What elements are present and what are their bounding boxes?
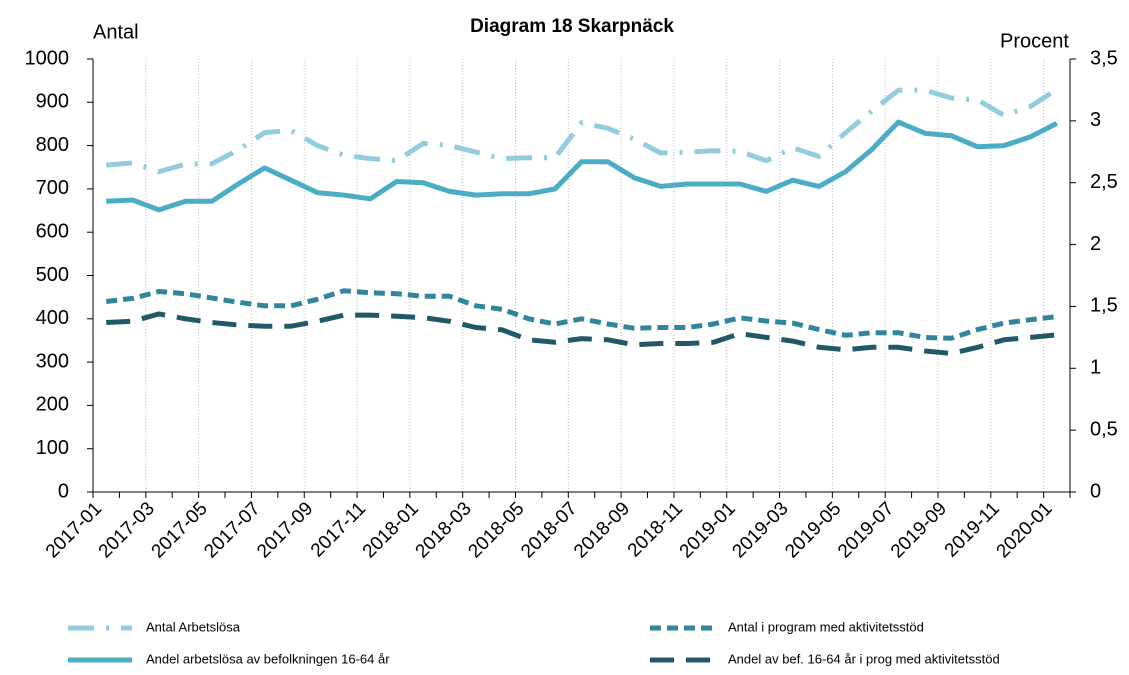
x-tick-label: 2018-11 <box>624 498 687 561</box>
x-tick-label: 2017-03 <box>95 498 159 562</box>
series-line <box>105 87 1059 175</box>
x-tick-label: 2017-09 <box>253 498 317 562</box>
x-tick-label: 2019-03 <box>728 498 792 562</box>
y-tick-label: 400 <box>36 307 69 329</box>
x-tick-label: 2017-07 <box>200 498 264 562</box>
y-axis-label: Antal <box>93 21 139 43</box>
legend-label: Andel av bef. 16-64 år i prog med aktivi… <box>728 651 1000 666</box>
legend-label: Antal i program med aktivitetsstöd <box>728 619 924 634</box>
legend-label: Antal Arbetslösa <box>146 619 241 634</box>
x-tick-label: 2019-09 <box>887 498 951 562</box>
series-line <box>106 119 1058 213</box>
y-tick-label: 500 <box>36 264 69 286</box>
y-tick-label: 100 <box>36 437 69 459</box>
x-tick-label: 2019-01 <box>676 498 740 562</box>
x-tick-label: 2018-07 <box>517 498 581 562</box>
x-tick-label: 2017-05 <box>148 498 212 562</box>
y-tick-label: 200 <box>36 394 69 416</box>
series-line <box>106 311 1058 356</box>
y-tick-label: 1000 <box>25 47 70 69</box>
y-tick-label: 800 <box>36 134 69 156</box>
y-tick-label: 700 <box>36 177 69 199</box>
x-tick-label: 2018-01 <box>359 498 423 562</box>
x-tick-label: 2017-01 <box>42 498 106 562</box>
y2-axis-label: Procent <box>1000 30 1069 52</box>
x-tick-label: 2020-01 <box>993 498 1057 562</box>
y-tick-label: 0 <box>58 480 69 502</box>
legend-label: Andel arbetslösa av befolkningen 16-64 å… <box>146 651 390 666</box>
x-tick-label: 2018-03 <box>412 498 476 562</box>
y2-tick-label: 1 <box>1090 357 1101 379</box>
y-tick-label: 300 <box>36 350 69 372</box>
y2-tick-label: 3 <box>1090 109 1101 131</box>
y-tick-label: 600 <box>36 220 69 242</box>
x-tick-label: 2019-11 <box>941 498 1004 561</box>
x-tick-label: 2019-07 <box>834 498 898 562</box>
x-tick-label: 2018-09 <box>570 498 634 562</box>
y2-tick-label: 0,5 <box>1090 418 1118 440</box>
y-tick-label: 900 <box>36 91 69 113</box>
x-tick-label: 2018-05 <box>464 498 528 562</box>
y2-tick-label: 1,5 <box>1090 295 1118 317</box>
x-tick-label: 2019-05 <box>781 498 845 562</box>
chart-title: Diagram 18 Skarpnäck <box>470 16 674 37</box>
y2-tick-label: 2,5 <box>1090 171 1118 193</box>
y2-tick-label: 3,5 <box>1090 47 1118 69</box>
x-tick-label: 2017-11 <box>307 498 370 561</box>
y2-tick-label: 2 <box>1090 233 1101 255</box>
y2-tick-label: 0 <box>1090 480 1101 502</box>
series-line <box>105 288 1058 341</box>
